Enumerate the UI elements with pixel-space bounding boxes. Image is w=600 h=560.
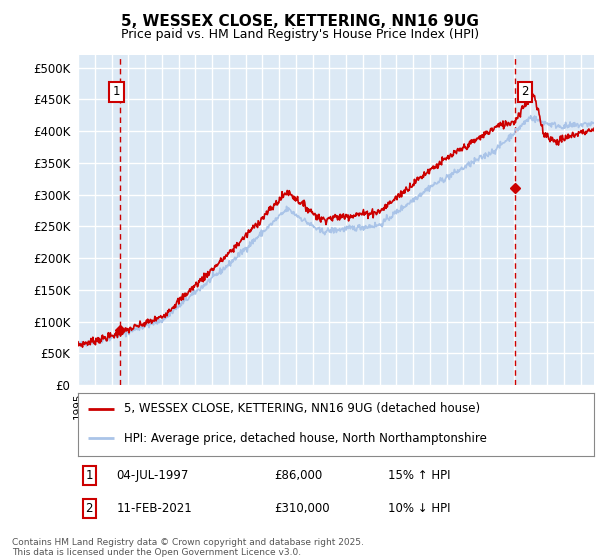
Text: 10% ↓ HPI: 10% ↓ HPI bbox=[388, 502, 450, 515]
Text: 5, WESSEX CLOSE, KETTERING, NN16 9UG: 5, WESSEX CLOSE, KETTERING, NN16 9UG bbox=[121, 14, 479, 29]
Text: 5, WESSEX CLOSE, KETTERING, NN16 9UG (detached house): 5, WESSEX CLOSE, KETTERING, NN16 9UG (de… bbox=[124, 402, 481, 416]
Text: 04-JUL-1997: 04-JUL-1997 bbox=[116, 469, 189, 482]
Text: 2: 2 bbox=[86, 502, 93, 515]
Text: HPI: Average price, detached house, North Northamptonshire: HPI: Average price, detached house, Nort… bbox=[124, 432, 487, 445]
Text: 15% ↑ HPI: 15% ↑ HPI bbox=[388, 469, 450, 482]
Text: £310,000: £310,000 bbox=[274, 502, 330, 515]
Text: Contains HM Land Registry data © Crown copyright and database right 2025.
This d: Contains HM Land Registry data © Crown c… bbox=[12, 538, 364, 557]
Text: 1: 1 bbox=[86, 469, 93, 482]
Text: £86,000: £86,000 bbox=[274, 469, 322, 482]
Text: Price paid vs. HM Land Registry's House Price Index (HPI): Price paid vs. HM Land Registry's House … bbox=[121, 28, 479, 41]
Text: 2: 2 bbox=[521, 85, 529, 99]
Text: 1: 1 bbox=[113, 85, 120, 99]
Text: 11-FEB-2021: 11-FEB-2021 bbox=[116, 502, 193, 515]
